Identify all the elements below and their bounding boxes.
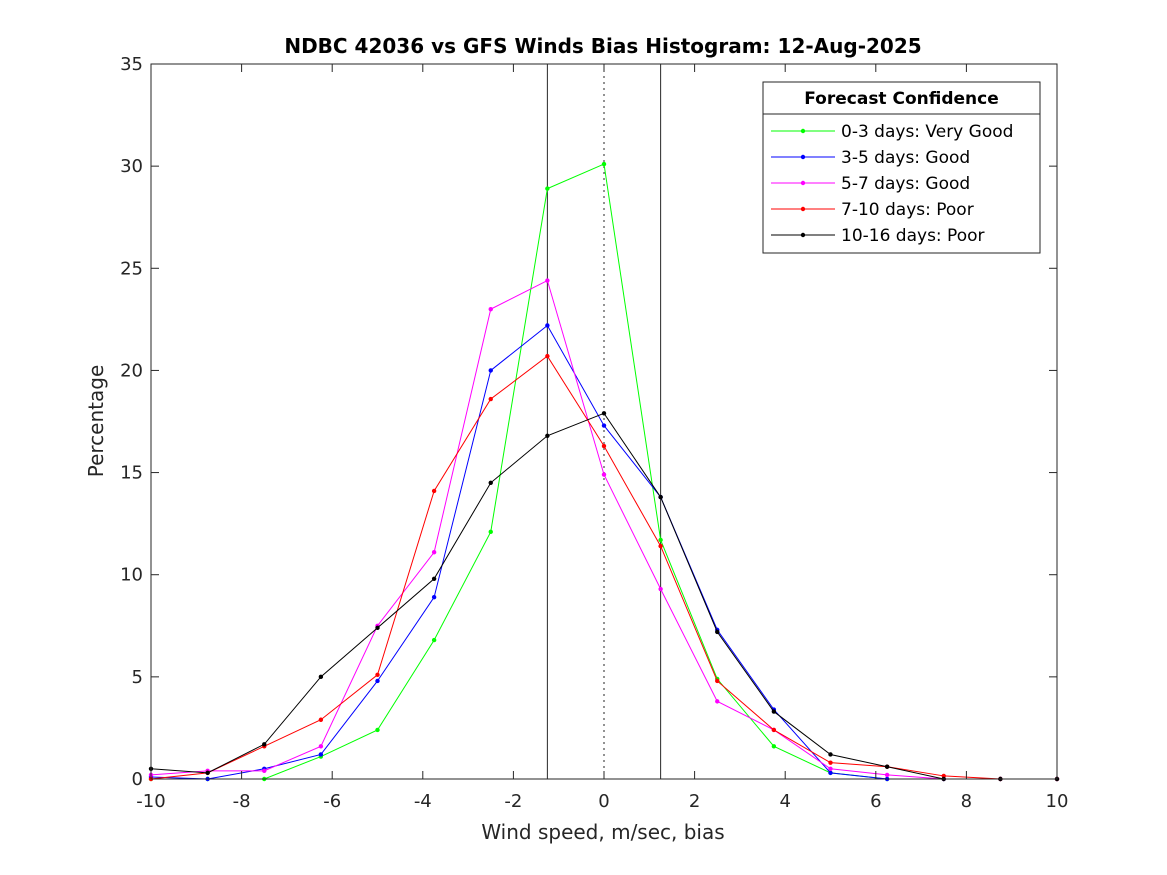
data-point (205, 770, 210, 776)
data-point (715, 699, 720, 704)
x-tick-label: -8 (233, 791, 251, 812)
data-point (318, 752, 324, 757)
y-tick-label: 20 (120, 360, 143, 381)
y-tick-label: 35 (120, 54, 143, 75)
y-tick-label: 25 (120, 258, 143, 279)
legend-items: 0-3 days: Very Good 3-5 days: Good 5-7 day… (771, 122, 1013, 246)
data-point (488, 396, 493, 402)
data-point (884, 772, 890, 778)
y-tick-label: 30 (120, 156, 143, 177)
reference-lines (546, 64, 662, 779)
chart-title: NDBC 42036 vs GFS Winds Bias Histogram: … (284, 34, 921, 58)
data-point (431, 576, 437, 581)
data-point (431, 488, 437, 494)
y-tick-label: 5 (132, 667, 143, 688)
data-point (658, 494, 663, 500)
data-point (375, 625, 380, 631)
x-tick-label: 2 (689, 791, 700, 812)
x-tick-label: -2 (504, 791, 522, 812)
data-point (658, 543, 663, 549)
legend-box (762, 81, 1041, 254)
legend: Forecast Confidence 0-3 days: Very Good 3… (762, 81, 1041, 254)
x-axis-label: Wind speed, m/sec, bias (481, 820, 724, 844)
data-point (318, 674, 324, 680)
data-point (771, 744, 777, 749)
data-point (318, 717, 324, 722)
x-tick-label: -4 (414, 791, 432, 812)
data-point (828, 766, 833, 771)
data-point (488, 480, 493, 485)
data-point (545, 278, 550, 283)
series-4 (148, 411, 1060, 782)
data-point (771, 727, 777, 733)
legend-title: Forecast Confidence (804, 89, 999, 109)
x-tick-label: 6 (870, 791, 881, 812)
data-point (828, 770, 833, 776)
x-tick-label: 0 (598, 791, 609, 812)
data-point (941, 773, 946, 779)
data-point (431, 550, 437, 555)
data-point (658, 537, 663, 543)
y-tick-label: 15 (120, 463, 143, 484)
x-tick-label: 4 (779, 791, 790, 812)
data-point (488, 306, 493, 312)
legend-item: 0-3 days: Very Good (771, 122, 1013, 142)
data-point (545, 323, 550, 328)
y-tick-label: 10 (120, 565, 143, 586)
x-tick-label: 10 (1046, 791, 1069, 812)
legend-label: 10-16 days: Poor (841, 226, 985, 246)
data-point (431, 637, 437, 643)
y-axis: 0 5 10 15 20 25 30 35 (120, 54, 1057, 790)
data-point (375, 678, 380, 684)
legend-swatch-marker (800, 154, 806, 160)
data-point (545, 353, 550, 359)
legend-label: 5-7 days: Good (841, 174, 970, 194)
data-point (262, 742, 267, 747)
legend-swatch-marker (800, 180, 806, 186)
legend-label: 0-3 days: Very Good (841, 122, 1013, 142)
legend-item: 5-7 days: Good (771, 174, 970, 194)
data-point (375, 727, 380, 733)
data-point (488, 529, 493, 535)
data-point (601, 423, 607, 428)
legend-swatch-marker (800, 232, 806, 238)
data-point (658, 586, 663, 592)
x-axis: -10 -8 -6 -4 -2 0 2 4 6 8 10 (136, 64, 1068, 812)
legend-swatch-marker (800, 206, 806, 212)
data-point (545, 433, 550, 438)
data-point (375, 672, 380, 678)
data-point (601, 443, 607, 449)
x-tick-label: -10 (136, 791, 165, 812)
data-point (601, 411, 607, 416)
data-point (715, 678, 720, 684)
legend-label: 7-10 days: Poor (841, 200, 974, 220)
data-point (771, 709, 777, 714)
x-tick-label: 8 (961, 791, 972, 812)
data-point (715, 629, 720, 635)
data-point (601, 161, 607, 167)
legend-label: 3-5 days: Good (841, 148, 970, 168)
data-point (828, 752, 833, 757)
data-point (488, 368, 493, 373)
legend-swatch-marker (800, 128, 806, 134)
data-point (601, 472, 607, 477)
legend-item: 7-10 days: Poor (771, 200, 974, 220)
data-point (262, 768, 267, 774)
y-axis-label: Percentage (84, 365, 108, 478)
legend-item: 3-5 days: Good (771, 148, 970, 168)
data-point (884, 764, 890, 769)
data-point (828, 760, 833, 765)
data-point (545, 186, 550, 191)
data-point (431, 594, 437, 600)
y-tick-label: 0 (132, 769, 143, 790)
legend-item: 10-16 days: Poor (771, 226, 985, 246)
x-tick-label: -6 (323, 791, 341, 812)
data-point (318, 744, 324, 749)
